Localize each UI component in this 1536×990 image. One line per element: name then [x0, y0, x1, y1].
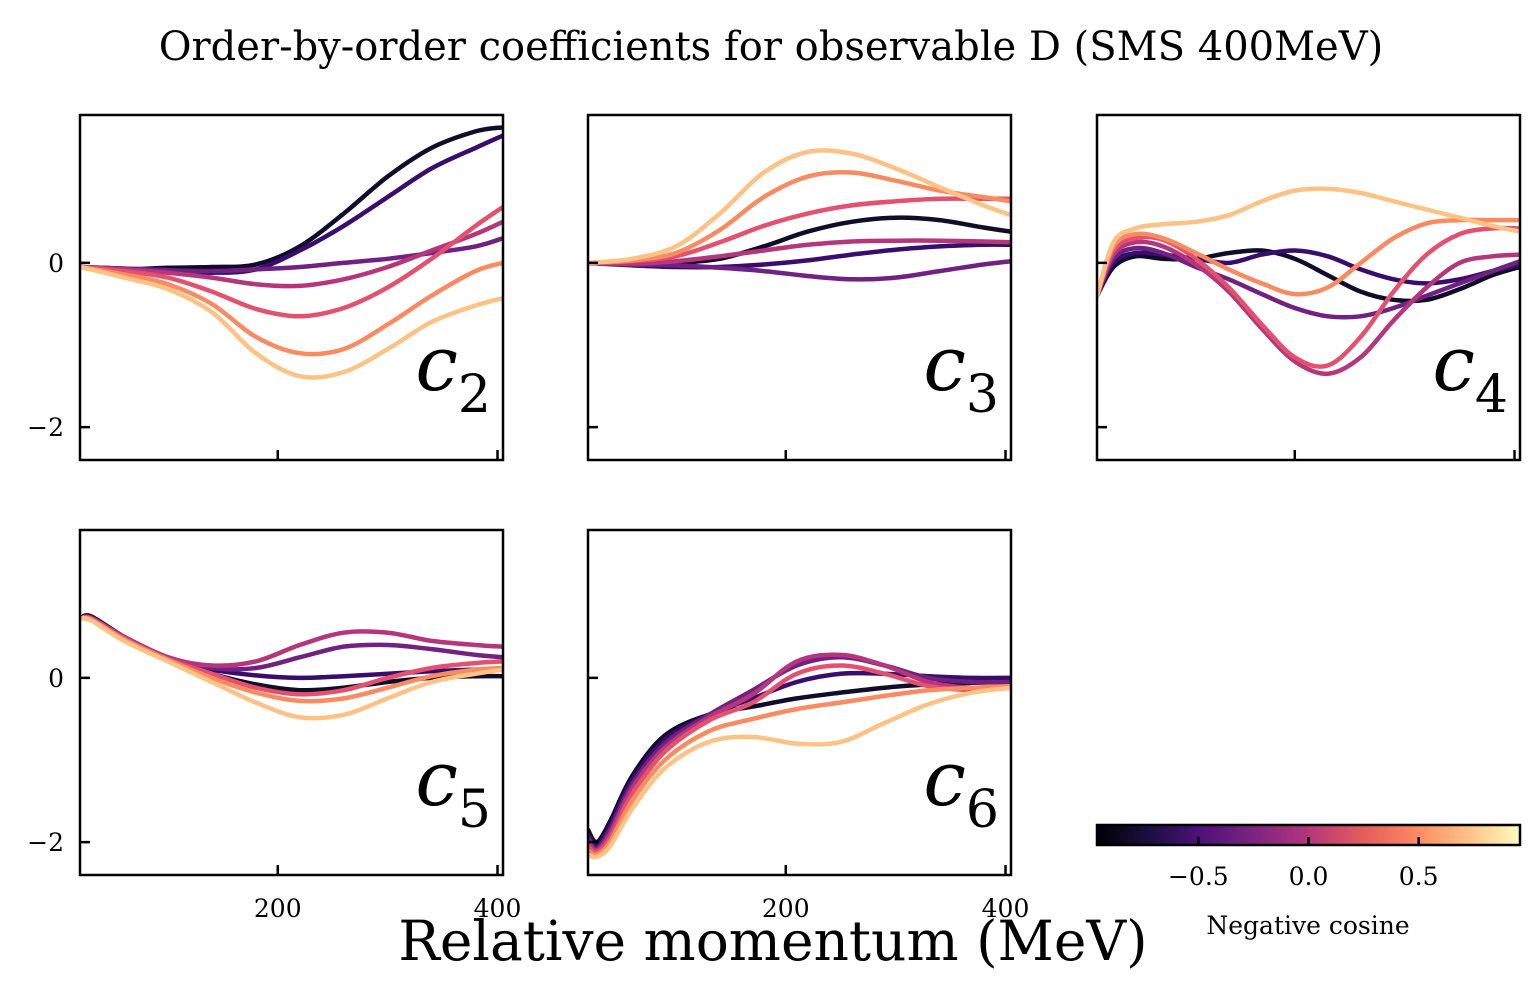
panel-frame	[1095, 113, 1522, 462]
series-line-7	[80, 264, 503, 380]
panel-label-subscript: 5	[458, 780, 491, 840]
panel-label-subscript: 4	[1475, 365, 1508, 425]
series-line-7	[588, 148, 1011, 266]
series-group	[588, 652, 1011, 860]
colorbar-label: Negative cosine	[1206, 911, 1409, 940]
x-tick-label: 200	[254, 894, 302, 923]
colorbar-tick-label: 0.5	[1399, 862, 1439, 891]
series-line-6	[1097, 217, 1520, 298]
series-line-3	[1097, 245, 1520, 320]
series-group	[1097, 186, 1520, 377]
series-line-4	[1097, 239, 1520, 377]
figure-title: Order-by-order coefficients for observab…	[159, 24, 1383, 70]
y-tick-label: 0	[48, 249, 64, 278]
colorbar-tick-label: 0.0	[1289, 862, 1329, 891]
panel-label-letter: c	[923, 734, 966, 823]
series-line-5	[1097, 225, 1520, 369]
series-line-7	[1097, 186, 1520, 298]
panel-label: c2	[415, 319, 491, 425]
panel-label-letter: c	[1432, 319, 1475, 408]
series-line-2	[1097, 248, 1520, 298]
panel-frame	[586, 528, 1013, 877]
x-axis-label: Relative momentum (MeV)	[398, 909, 1147, 973]
y-tick-label: −2	[27, 413, 64, 442]
panel-c5: 200 400 0 −2 c5	[27, 528, 522, 923]
series-line-5	[80, 615, 503, 697]
panel-label-subscript: 2	[458, 365, 491, 425]
colorbar: −0.5 0.0 0.5 Negative cosine	[1095, 823, 1522, 940]
panel-frame	[78, 113, 505, 462]
series-group	[80, 125, 503, 380]
panel-label-letter: c	[923, 319, 966, 408]
y-tick-label: −2	[27, 828, 64, 857]
panel-c3: c3	[586, 113, 1013, 462]
panel-label-subscript: 6	[966, 780, 999, 840]
panel-label: c6	[923, 734, 999, 840]
series-line-1	[1097, 248, 1520, 304]
y-tick-label: 0	[48, 664, 64, 693]
series-line-7	[80, 616, 503, 721]
panel-c2: 0 −2 c2	[27, 113, 505, 462]
colorbar-tick-label: −0.5	[1168, 862, 1229, 891]
panel-c4: c4	[1095, 113, 1522, 462]
series-line-6	[80, 260, 503, 357]
x-tick-label: 400	[474, 894, 522, 923]
panel-label: c4	[1432, 319, 1508, 425]
x-tick-label: 400	[982, 894, 1030, 923]
panel-frame	[586, 113, 1013, 462]
series-line-7	[588, 685, 1011, 860]
series-group	[80, 613, 503, 721]
panel-label: c3	[923, 319, 999, 425]
series-line-6	[588, 683, 1011, 857]
panel-c6: 200 400 c6	[586, 528, 1030, 923]
series-line-4	[80, 219, 503, 289]
panel-frame	[78, 528, 505, 877]
series-group	[588, 148, 1011, 282]
series-line-5	[80, 204, 503, 319]
series-line-4	[588, 238, 1011, 267]
series-line-3	[588, 258, 1011, 282]
panel-label-letter: c	[415, 319, 458, 408]
x-tick-label: 200	[762, 894, 810, 923]
colorbar-ticks: −0.5 0.0 0.5	[1168, 837, 1439, 891]
panel-label-subscript: 3	[966, 365, 999, 425]
panel-label-letter: c	[415, 734, 458, 823]
panel-label: c5	[415, 734, 491, 840]
